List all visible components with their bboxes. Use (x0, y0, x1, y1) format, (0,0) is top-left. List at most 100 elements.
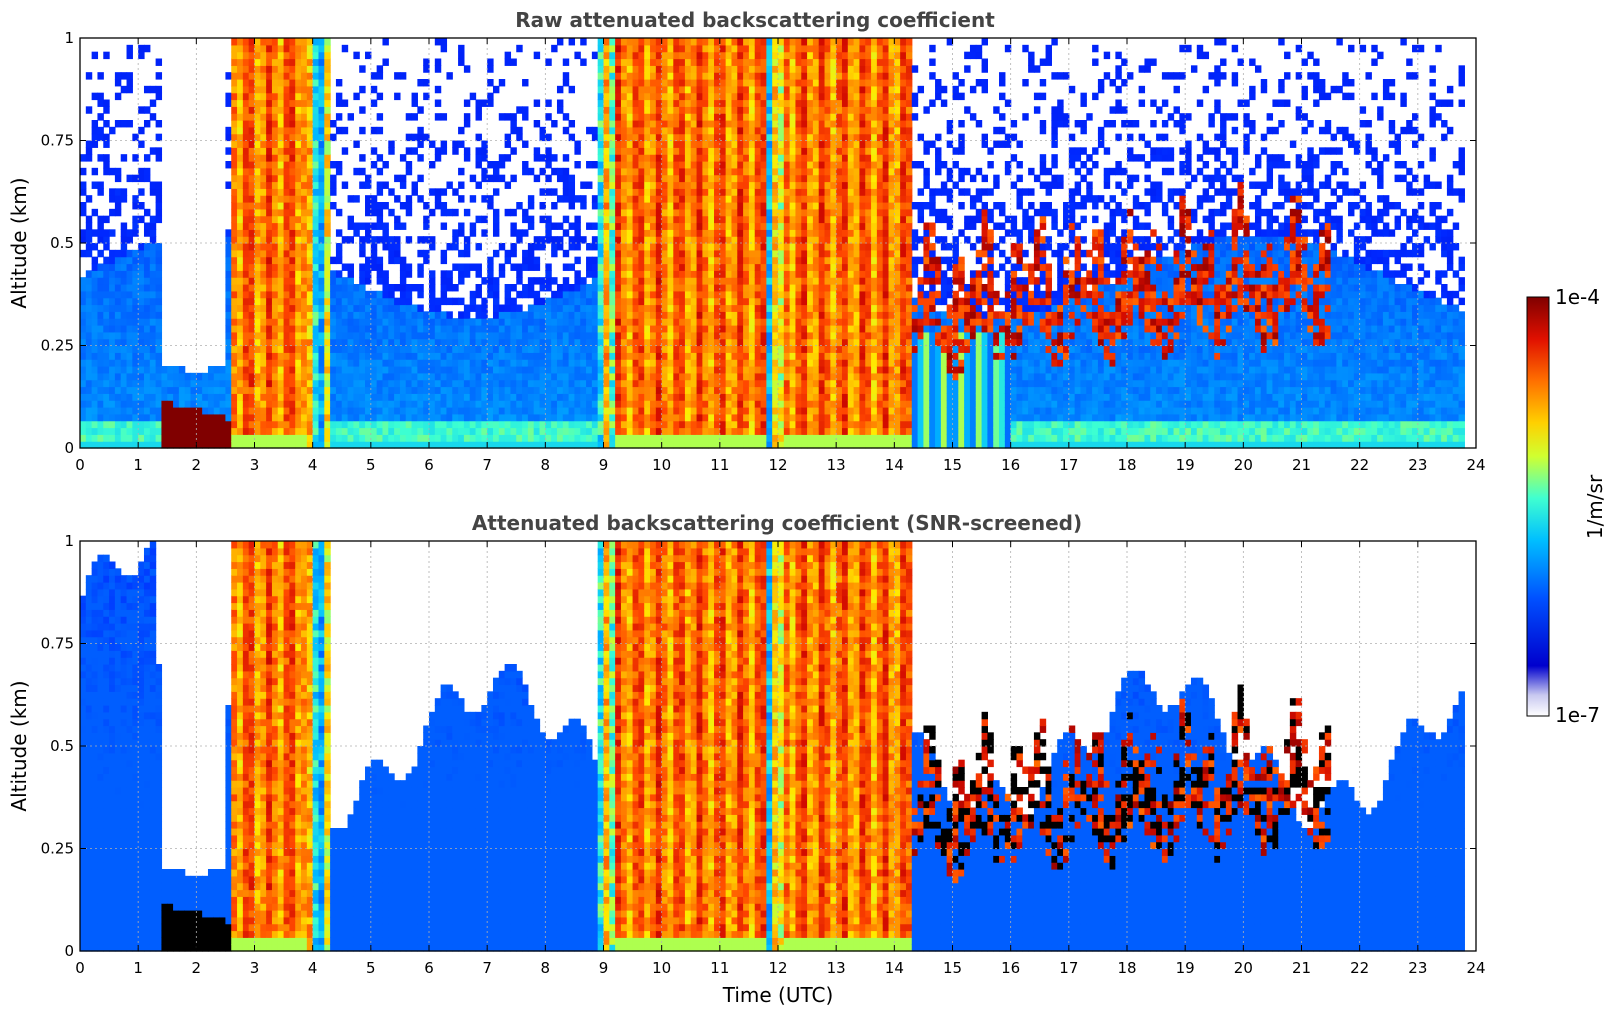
heatmap-cell (301, 420, 308, 429)
heatmap-cell (696, 256, 703, 265)
heatmap-cell (237, 181, 244, 189)
heatmap-cell (434, 393, 442, 401)
heatmap-cell (586, 393, 593, 401)
heatmap-cell (597, 79, 605, 87)
heatmap-cell (609, 434, 616, 442)
heatmap-cell (545, 427, 552, 435)
heatmap-cell (597, 215, 605, 224)
heatmap-cell (225, 386, 232, 394)
heatmap-cell (114, 434, 122, 442)
heatmap-cell (353, 229, 360, 237)
heatmap-cell (440, 311, 448, 319)
heatmap-cell (458, 393, 465, 401)
heatmap-cell (440, 44, 448, 53)
heatmap-cell (301, 263, 308, 271)
heatmap-cell (690, 72, 698, 80)
heatmap-cell (580, 311, 587, 319)
heatmap-cell (271, 44, 279, 53)
heatmap-cell (231, 38, 238, 46)
heatmap-cell (725, 113, 733, 121)
heatmap-cell (638, 202, 645, 210)
heatmap-cell (690, 325, 698, 333)
heatmap-cell (714, 311, 721, 319)
heatmap-cell (655, 256, 663, 265)
heatmap-cell (719, 352, 727, 360)
heatmap-cell (690, 338, 698, 347)
heatmap-cell (632, 345, 639, 353)
heatmap-cell (568, 420, 576, 429)
heatmap-cell (725, 202, 733, 210)
heatmap-cell (417, 133, 424, 142)
heatmap-cell (498, 345, 506, 353)
heatmap-cell (469, 386, 477, 394)
heatmap-cell (661, 318, 669, 326)
heatmap-cell (475, 427, 482, 435)
heatmap-cell (719, 79, 727, 87)
heatmap-cell (376, 304, 384, 312)
heatmap-cell (568, 133, 576, 142)
heatmap-cell (719, 92, 727, 101)
heatmap-cell (411, 386, 418, 394)
heatmap-cell (743, 92, 750, 101)
heatmap-cell (155, 393, 163, 401)
heatmap-cell (615, 133, 622, 142)
heatmap-cell (673, 372, 680, 381)
heatmap-cell (359, 263, 366, 271)
heatmap-cell (632, 427, 639, 435)
heatmap-cell (737, 277, 744, 285)
heatmap-cell (743, 359, 750, 367)
heatmap-cell (469, 441, 477, 449)
heatmap-cell (97, 229, 104, 237)
heatmap-cell (632, 386, 639, 394)
heatmap-cell (219, 427, 227, 435)
heatmap-cell (725, 427, 733, 435)
heatmap-cell (143, 441, 151, 449)
heatmap-cell (737, 44, 744, 53)
heatmap-cell (498, 427, 506, 435)
heatmap-cell (690, 92, 698, 101)
heatmap-cell (277, 236, 285, 244)
heatmap-cell (242, 202, 250, 210)
heatmap-cell (97, 72, 104, 80)
heatmap-cell (609, 229, 616, 237)
heatmap-cell (277, 202, 285, 210)
heatmap-cell (737, 154, 744, 162)
heatmap-cell (539, 400, 546, 408)
heatmap-cell (295, 174, 302, 183)
heatmap-cell (615, 290, 622, 299)
heatmap-cell (359, 106, 366, 114)
heatmap-cell (743, 58, 750, 66)
heatmap-cell (295, 386, 302, 394)
heatmap-cell (91, 311, 99, 319)
heatmap-cell (237, 51, 244, 60)
heatmap-cell (399, 359, 407, 367)
heatmap-cell (667, 215, 674, 224)
heatmap-cell (591, 413, 599, 422)
heatmap-cell (295, 441, 302, 449)
heatmap-cell (574, 366, 581, 374)
heatmap-cell (667, 51, 674, 60)
heatmap-cell (376, 72, 384, 80)
heatmap-cell (754, 270, 762, 278)
heatmap-cell (737, 338, 744, 347)
heatmap-cell (609, 331, 616, 340)
heatmap-cell (231, 400, 238, 408)
heatmap-cell (586, 407, 593, 415)
heatmap-cell (463, 434, 471, 442)
heatmap-cell (597, 331, 605, 340)
heatmap-cell (405, 263, 413, 271)
heatmap-cell (690, 359, 698, 367)
heatmap-cell (615, 386, 622, 394)
heatmap-cell (551, 372, 558, 381)
heatmap-cell (487, 359, 494, 367)
heatmap-cell (719, 215, 727, 224)
heatmap-cell (667, 195, 674, 203)
heatmap-cell (527, 434, 535, 442)
heatmap-cell (644, 249, 651, 258)
heatmap-cell (615, 359, 622, 367)
heatmap-cell (626, 297, 634, 306)
heatmap-cell (149, 441, 157, 449)
heatmap-cell (655, 106, 663, 114)
heatmap-cell (399, 290, 407, 299)
heatmap-cell (376, 338, 384, 347)
